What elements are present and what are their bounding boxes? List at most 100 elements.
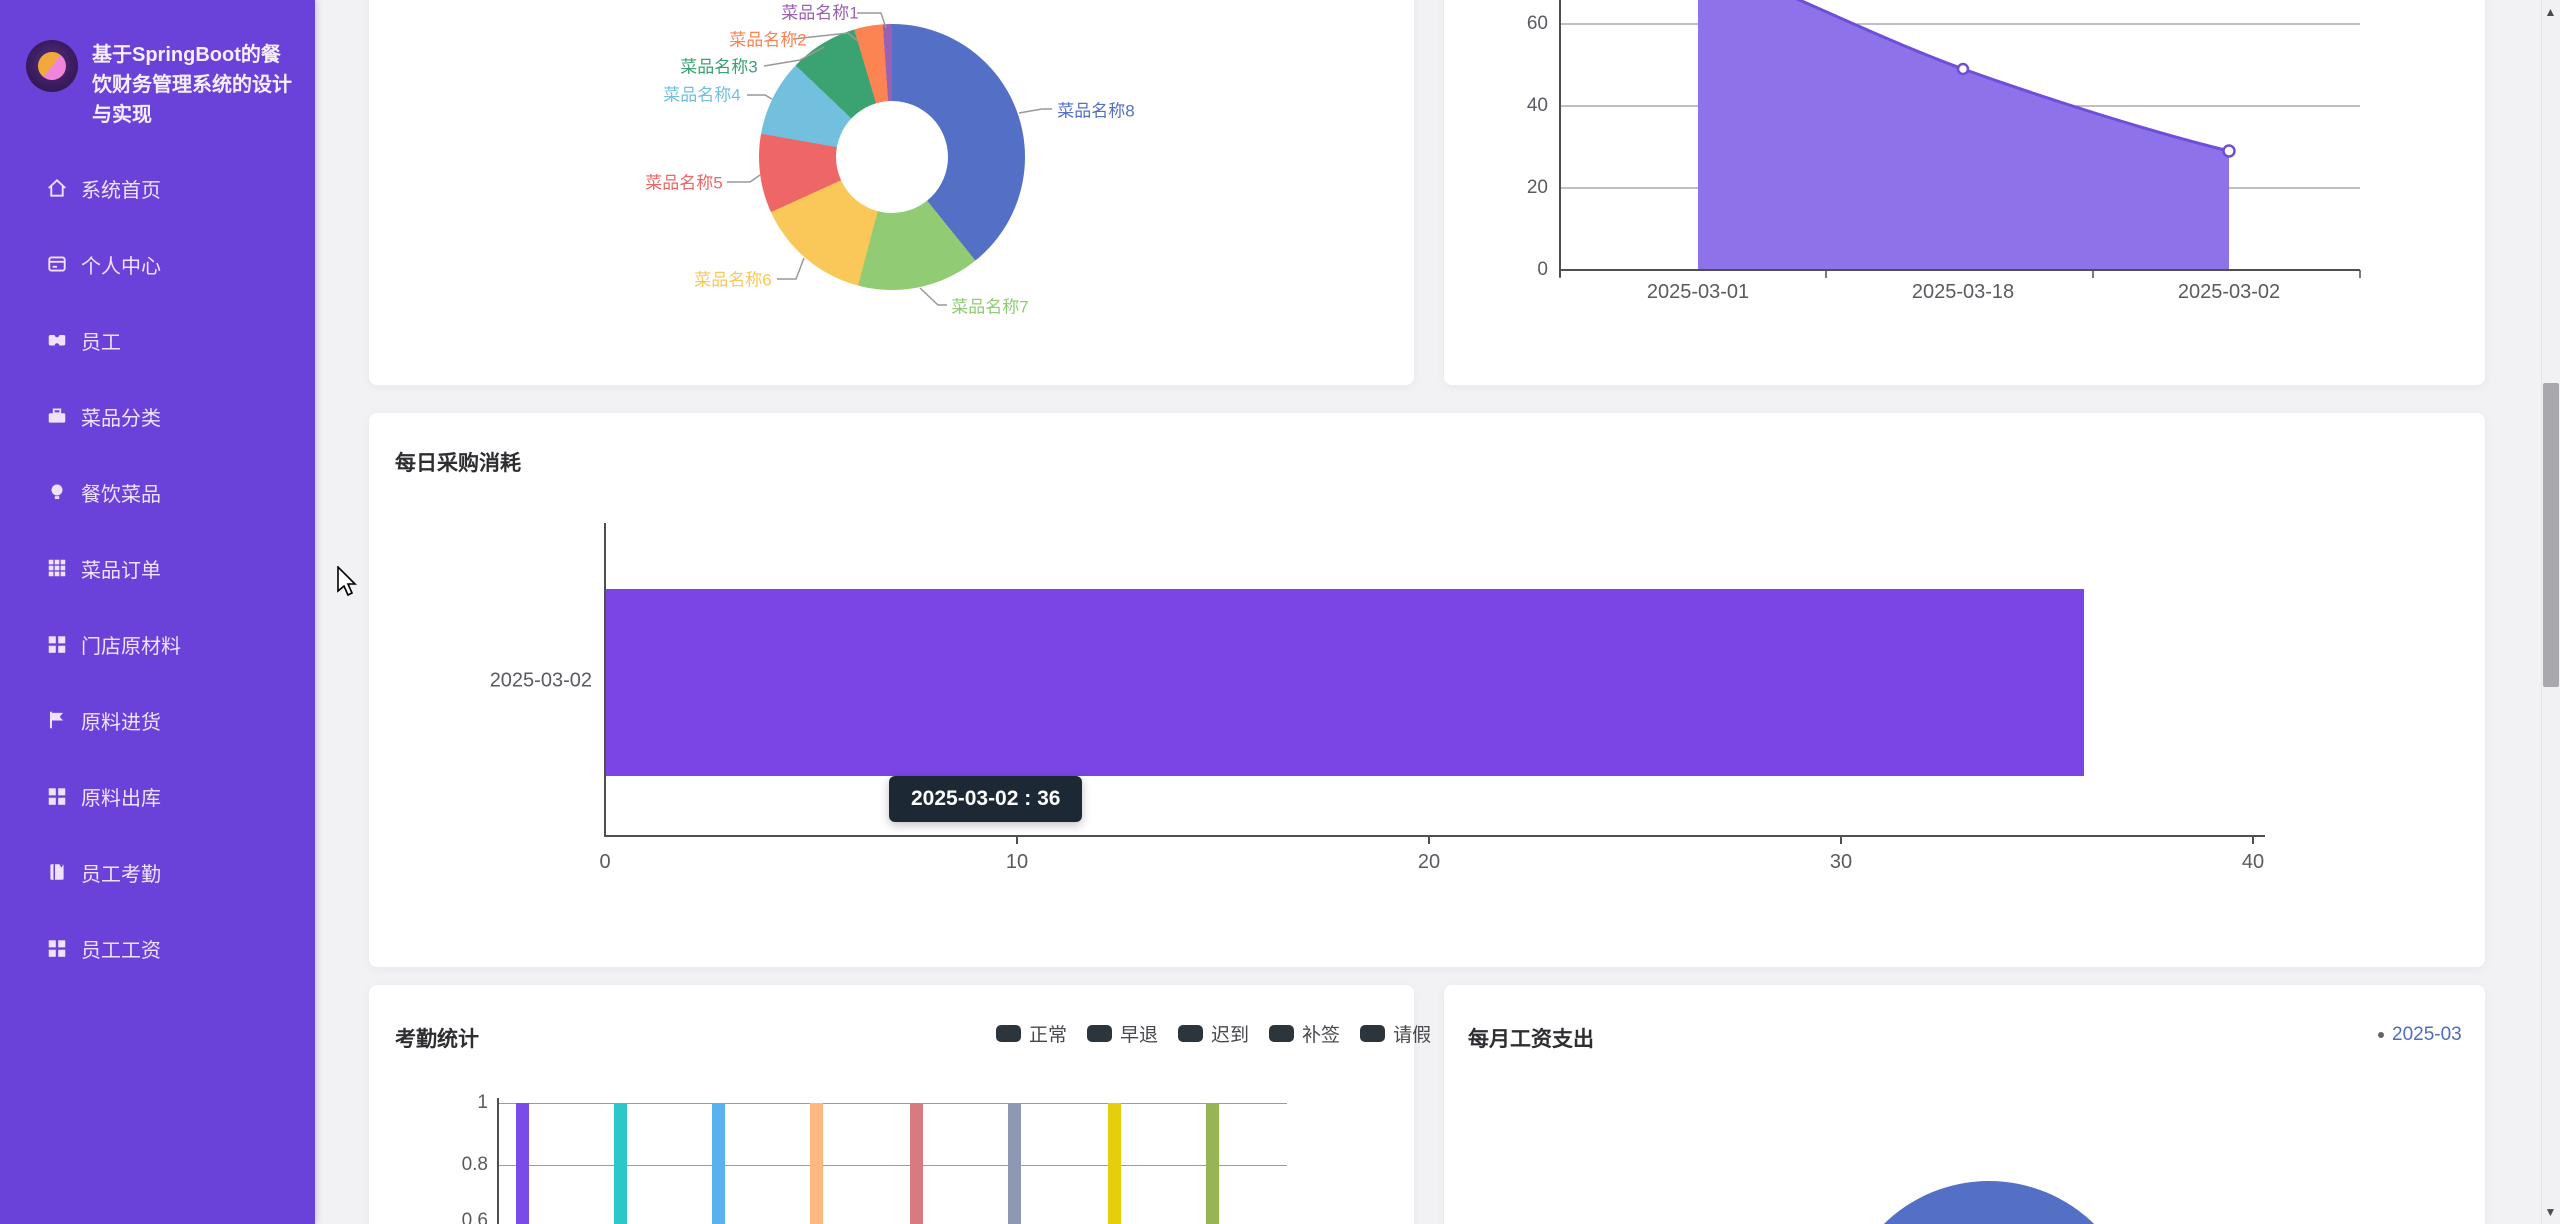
sidebar-menu: 系统首页 个人中心 员工 菜品分类 餐饮菜品 菜品订单	[0, 150, 315, 986]
sidebar-item-label: 员工考勤	[81, 863, 161, 886]
flag-icon	[49, 711, 64, 729]
donut-label-lines	[727, 12, 1052, 306]
legend-dot-icon	[2378, 1032, 2384, 1038]
sidebar-item-dish-orders[interactable]: 菜品订单	[0, 530, 315, 606]
area-ytick-20: 20	[1526, 177, 1548, 198]
area-fill	[1698, 0, 2229, 270]
sidebar-item-label: 门店原材料	[81, 635, 181, 658]
scroll-down-icon[interactable]: ▼	[2544, 1205, 2557, 1219]
daily-x-tickmark	[1428, 837, 1430, 844]
sidebar-item-label: 员工工资	[81, 939, 161, 962]
app-logo-icon	[26, 40, 78, 92]
attendance-ytick-08: 0.8	[461, 1154, 488, 1175]
daily-x-tickmark	[1016, 837, 1018, 844]
attendance-bar[interactable]	[1008, 1103, 1021, 1224]
daily-purchase-bar[interactable]	[606, 589, 2084, 776]
attendance-bar[interactable]	[516, 1103, 529, 1224]
pie-label-dish6[interactable]: 菜品名称6	[694, 270, 772, 290]
salary-legend[interactable]: 2025-03	[2378, 1024, 2462, 1046]
purchase-trend-area-chart[interactable]	[1480, 0, 2480, 335]
sidebar-item-label: 个人中心	[81, 255, 161, 278]
daily-category-label: 2025-03-02	[489, 669, 592, 692]
sidebar-item-material-outbound[interactable]: 原料出库	[0, 758, 315, 834]
pie-label-dish8[interactable]: 菜品名称8	[1057, 101, 1135, 121]
daily-xtick-30: 30	[1829, 851, 1853, 873]
blocks-icon	[48, 788, 66, 805]
sidebar-item-dish-categories[interactable]: 菜品分类	[0, 378, 315, 454]
donut-hole	[836, 101, 948, 213]
pie-label-dish5[interactable]: 菜品名称5	[645, 173, 723, 193]
sidebar-item-profile[interactable]: 个人中心	[0, 226, 315, 302]
legend-swatch	[1269, 1025, 1295, 1042]
sidebar-item-dishes[interactable]: 餐饮菜品	[0, 454, 315, 530]
legend-swatch	[1360, 1025, 1386, 1042]
area-xtick-date1: 2025-03-01	[1646, 281, 1750, 303]
sidebar-item-label: 原料出库	[81, 787, 161, 810]
sidebar-item-store-materials[interactable]: 门店原材料	[0, 606, 315, 682]
scrollbar-thumb[interactable]	[2543, 383, 2559, 687]
sidebar-item-label: 餐饮菜品	[81, 483, 161, 506]
daily-xtick-20: 20	[1417, 851, 1441, 873]
grid-icon	[48, 559, 66, 577]
area-ytick-60: 60	[1526, 13, 1548, 34]
home-icon	[48, 179, 66, 197]
sidebar-item-label: 系统首页	[81, 179, 161, 202]
attendance-gridline-1	[499, 1103, 1287, 1104]
area-ytick-0: 0	[1537, 259, 1548, 280]
sidebar-item-salary[interactable]: 员工工资	[0, 910, 315, 986]
attendance-legend: 正常 早退 迟到 补签 请假	[996, 1020, 1431, 1047]
pie-label-dish3[interactable]: 菜品名称3	[680, 57, 758, 77]
pie-label-dish1[interactable]: 菜品名称1	[781, 3, 859, 23]
monthly-salary-title: 每月工资支出	[1468, 1028, 1594, 1051]
attendance-title: 考勤统计	[395, 1028, 479, 1051]
daily-y-axis	[604, 523, 606, 837]
daily-xtick-0: 0	[599, 851, 611, 873]
sidebar-item-employees[interactable]: 员工	[0, 302, 315, 378]
salary-legend-label: 2025-03	[2392, 1024, 2462, 1045]
sidebar: 基于SpringBoot的餐饮财务管理系统的设计与实现 系统首页 个人中心 员工…	[0, 0, 315, 1224]
sidebar-item-label: 菜品订单	[81, 559, 161, 582]
legend-item-resign[interactable]: 补签	[1269, 1020, 1340, 1047]
mouse-cursor	[337, 566, 357, 597]
daily-xtick-10: 10	[1005, 851, 1029, 873]
attendance-bar[interactable]	[1206, 1103, 1219, 1224]
legend-swatch	[996, 1025, 1021, 1042]
daily-x-tickmark	[1840, 837, 1842, 844]
area-xtick-date3: 2025-03-02	[2177, 281, 2281, 303]
daily-purchase-title: 每日采购消耗	[395, 452, 521, 475]
app-title: 基于SpringBoot的餐饮财务管理系统的设计与实现	[92, 44, 292, 126]
data-point-marker[interactable]	[2222, 144, 2236, 158]
attendance-bar[interactable]	[910, 1103, 923, 1224]
data-point-marker[interactable]	[1956, 62, 1970, 76]
daily-x-tickmark	[2252, 837, 2254, 844]
pie-label-dish7[interactable]: 菜品名称7	[951, 297, 1029, 317]
area-ytick-40: 40	[1526, 95, 1548, 116]
chart-tooltip: 2025-03-02 : 36	[889, 776, 1083, 822]
daily-xtick-40: 40	[2241, 851, 2265, 873]
legend-item-leave-early[interactable]: 早退	[1087, 1020, 1158, 1047]
legend-item-normal[interactable]: 正常	[996, 1020, 1067, 1047]
attendance-bar[interactable]	[810, 1103, 823, 1224]
area-xtick-date2: 2025-03-18	[1911, 281, 2015, 303]
attendance-bar[interactable]	[712, 1103, 725, 1224]
attendance-y-axis	[497, 1098, 499, 1224]
sidebar-item-attendance[interactable]: 员工考勤	[0, 834, 315, 910]
dish-share-donut[interactable]	[759, 24, 1025, 290]
scroll-up-icon[interactable]: ▲	[2544, 5, 2557, 19]
sidebar-item-material-purchase[interactable]: 原料进货	[0, 682, 315, 758]
pie-label-dish2[interactable]: 菜品名称2	[729, 30, 807, 50]
sidebar-item-label: 原料进货	[81, 711, 161, 734]
attendance-ytick-1: 1	[477, 1092, 488, 1113]
profile-card-icon	[48, 256, 66, 272]
daily-x-axis	[604, 835, 2265, 837]
legend-item-vacation[interactable]: 请假	[1360, 1020, 1431, 1047]
bulb-icon	[51, 484, 63, 500]
pie-label-dish4[interactable]: 菜品名称4	[663, 85, 741, 105]
attendance-bar[interactable]	[1108, 1103, 1121, 1224]
attendance-bar[interactable]	[614, 1103, 627, 1224]
notebook-icon	[50, 864, 64, 880]
sidebar-item-home[interactable]: 系统首页	[0, 150, 315, 226]
sidebar-item-label: 菜品分类	[81, 407, 161, 430]
legend-item-late[interactable]: 迟到	[1178, 1020, 1249, 1047]
attendance-gridline-08	[499, 1165, 1287, 1166]
